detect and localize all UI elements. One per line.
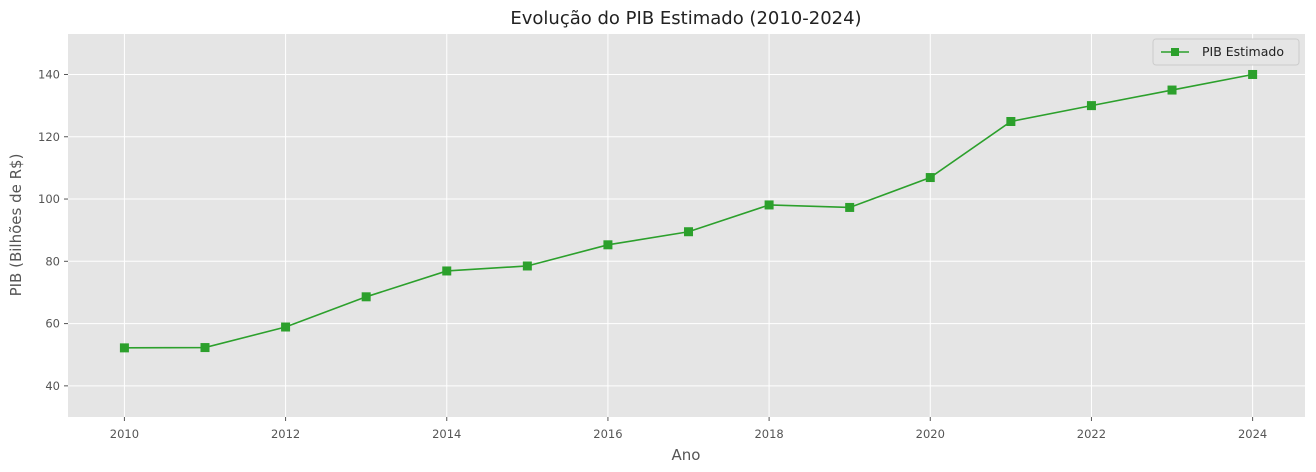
data-point-marker bbox=[281, 322, 291, 332]
x-tick-label: 2024 bbox=[1238, 427, 1267, 441]
legend-label: PIB Estimado bbox=[1202, 44, 1284, 59]
data-point-marker bbox=[522, 261, 532, 271]
data-point-marker bbox=[200, 343, 210, 353]
x-tick-label: 2012 bbox=[271, 427, 300, 441]
data-point-marker bbox=[442, 266, 452, 276]
data-point-marker bbox=[119, 343, 129, 353]
data-point-marker bbox=[764, 200, 774, 210]
data-point-marker bbox=[925, 173, 935, 183]
data-point-marker bbox=[361, 292, 371, 302]
legend-marker-sample bbox=[1171, 48, 1179, 56]
data-point-marker bbox=[684, 227, 694, 237]
y-tick-label: 80 bbox=[45, 254, 60, 268]
x-tick-label: 2014 bbox=[432, 427, 461, 441]
data-point-marker bbox=[1167, 85, 1177, 95]
x-tick-label: 2020 bbox=[916, 427, 945, 441]
data-point-marker bbox=[1006, 116, 1016, 126]
data-point-marker bbox=[603, 240, 613, 250]
y-tick-label: 140 bbox=[38, 67, 60, 81]
y-tick-label: 120 bbox=[38, 130, 60, 144]
plot-area bbox=[68, 34, 1305, 417]
y-axis-ticks: 40 60 80 100 120 140 bbox=[38, 67, 68, 393]
x-tick-label: 2016 bbox=[593, 427, 622, 441]
legend-box bbox=[1152, 38, 1300, 66]
chart-title: Evolução do PIB Estimado (2010-2024) bbox=[510, 8, 861, 29]
data-point-marker bbox=[1248, 69, 1258, 79]
series-group bbox=[119, 69, 1258, 353]
x-tick-label: 2018 bbox=[754, 427, 783, 441]
y-tick-label: 60 bbox=[45, 317, 60, 331]
x-axis-ticks: 2010 2012 2014 2016 2018 2020 2022 2024 bbox=[110, 417, 1267, 441]
y-tick-label: 100 bbox=[38, 192, 60, 206]
x-tick-label: 2010 bbox=[110, 427, 139, 441]
data-point-marker bbox=[845, 202, 855, 212]
data-point-marker bbox=[1086, 101, 1096, 111]
y-tick-label: 40 bbox=[45, 379, 60, 393]
legend: PIB Estimado bbox=[1152, 38, 1300, 66]
y-axis-label: PIB (Bilhões de R$) bbox=[7, 154, 25, 297]
x-axis-label: Ano bbox=[672, 446, 701, 464]
grid-lines bbox=[68, 34, 1305, 417]
x-tick-label: 2022 bbox=[1077, 427, 1106, 441]
